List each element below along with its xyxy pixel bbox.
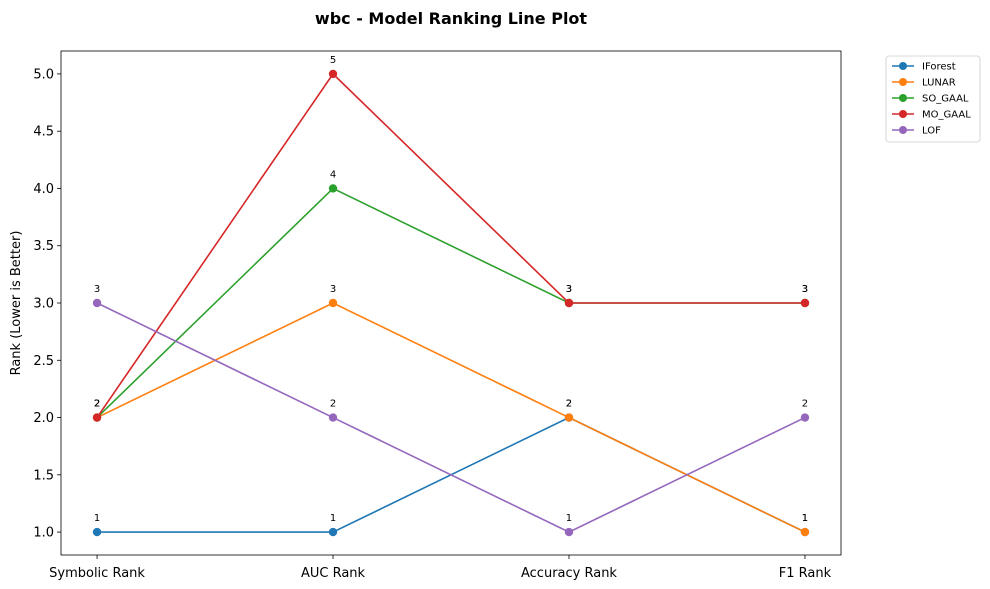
data-label-mo-gaal: 3	[566, 284, 572, 295]
data-label-lunar: 1	[802, 513, 808, 524]
data-point-lof	[564, 527, 574, 537]
data-point-lof	[328, 413, 338, 422]
x-tick-label: Accuracy Rank	[521, 566, 617, 581]
data-label-iforest: 1	[330, 513, 336, 524]
data-point-mo-gaal	[564, 298, 574, 308]
series-line-mo-gaal	[96, 72, 805, 418]
data-label-lunar: 2	[566, 399, 572, 410]
data-label-iforest: 1	[94, 513, 100, 524]
y-tick-label: 4.5	[33, 125, 54, 140]
data-label-lunar: 3	[330, 284, 336, 295]
data-label-lunar: 2	[94, 399, 100, 410]
legend-label-so-gaal: SO_GAAL	[922, 94, 969, 105]
data-label-so-gaal: 2	[94, 399, 100, 410]
x-tick-label: F1 Rank	[779, 566, 832, 581]
y-tick-label: 3.0	[33, 297, 54, 312]
data-label-mo-gaal: 5	[330, 55, 336, 66]
data-label-mo-gaal: 2	[94, 399, 100, 410]
data-point-lof	[800, 413, 810, 422]
data-point-mo-gaal	[800, 298, 810, 308]
data-point-iforest	[328, 527, 338, 537]
legend-marker-iforest	[899, 62, 907, 70]
data-label-lof: 2	[802, 399, 808, 410]
data-point-iforest	[92, 527, 102, 537]
legend-label-iforest: IForest	[922, 62, 956, 73]
data-label-mo-gaal: 3	[802, 284, 808, 295]
series-line-lof	[96, 302, 806, 533]
y-tick-label: 1.0	[33, 526, 54, 541]
data-label-lof: 2	[330, 399, 336, 410]
y-tick-label: 4.0	[33, 182, 54, 197]
data-label-iforest: 2	[566, 399, 572, 410]
data-point-mo-gaal	[328, 69, 338, 79]
data-label-so-gaal: 4	[330, 169, 336, 180]
chart-title: wbc - Model Ranking Line Plot	[315, 9, 588, 28]
legend-label-lof: LOF	[922, 126, 941, 137]
data-point-lof	[92, 298, 102, 308]
data-label-lof: 1	[566, 513, 572, 524]
data-label-iforest: 1	[802, 513, 808, 524]
y-tick-label: 2.0	[33, 411, 54, 426]
data-point-mo-gaal	[92, 413, 102, 422]
data-label-lof: 3	[94, 284, 100, 295]
legend-marker-so-gaal	[899, 94, 907, 102]
legend-label-lunar: LUNAR	[922, 78, 956, 89]
data-point-so-gaal	[328, 184, 338, 193]
legend-marker-lunar	[899, 78, 907, 86]
legend-marker-mo-gaal	[899, 110, 907, 118]
y-tick-label: 3.5	[33, 239, 54, 254]
y-tick-label: 2.5	[33, 354, 54, 369]
y-tick-label: 5.0	[33, 67, 54, 82]
x-tick-label: Symbolic Rank	[49, 566, 145, 581]
data-point-lunar	[328, 298, 338, 308]
data-label-so-gaal: 3	[566, 284, 572, 295]
legend-box	[885, 55, 981, 143]
series-line-lunar	[96, 302, 806, 533]
y-axis-label: Rank (Lower is Better)	[9, 231, 24, 376]
x-tick-label: AUC Rank	[301, 566, 366, 581]
legend-label-mo-gaal: MO_GAAL	[922, 110, 971, 121]
data-label-so-gaal: 3	[802, 284, 808, 295]
data-point-lunar	[800, 527, 810, 537]
y-tick-label: 1.5	[33, 468, 54, 483]
legend-marker-lof	[899, 126, 907, 134]
data-point-lunar	[564, 413, 574, 422]
